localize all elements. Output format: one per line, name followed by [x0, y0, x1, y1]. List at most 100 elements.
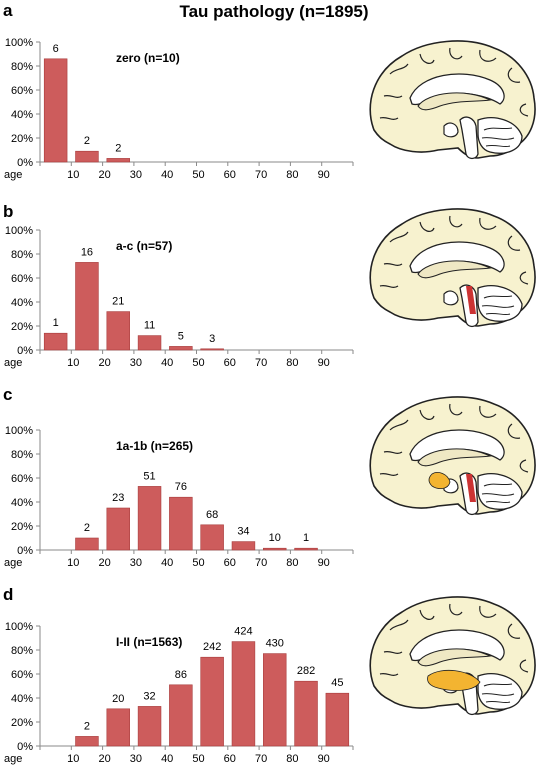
x-tick-label: 40 — [161, 557, 173, 569]
bar-count-label: 76 — [175, 481, 187, 493]
y-tick-label: 0% — [17, 157, 33, 169]
bar-count-label: 2 — [84, 135, 90, 147]
x-tick-label: 70 — [255, 169, 267, 181]
bar — [43, 58, 68, 163]
bar-count-label: 1 — [303, 532, 309, 544]
bar-count-label: 45 — [331, 677, 343, 689]
y-tick-label: 80% — [11, 449, 33, 461]
x-tick-label: 60 — [224, 357, 236, 369]
x-tick-label: 40 — [161, 753, 173, 765]
y-tick-label: 80% — [11, 249, 33, 261]
y-tick-label: 100% — [5, 225, 33, 237]
bar-chart-a: 0% 20% 40% 60% 80% 100% age 10 20 30 40 50 60 70 80 90 z… — [4, 37, 354, 181]
bar-count-label: 2 — [84, 522, 90, 534]
x-tick-label: 20 — [98, 169, 110, 181]
bar-count-label: 51 — [143, 470, 155, 482]
bar — [169, 684, 193, 747]
bar — [75, 150, 99, 163]
bar-count-label: 23 — [112, 492, 124, 504]
y-tick-label: 60% — [11, 273, 33, 285]
brain-illustration-a — [369, 40, 536, 160]
x-tick-label: 10 — [67, 557, 79, 569]
y-tick-label: 100% — [5, 37, 33, 49]
brain-illustration-d — [369, 596, 536, 716]
transentorhinal-highlight — [427, 669, 481, 691]
x-tick-label: 60 — [224, 557, 236, 569]
panel-letter-a: a — [3, 1, 13, 20]
bar — [294, 547, 318, 551]
y-tick-label: 80% — [11, 645, 33, 657]
bar-count-label: 21 — [112, 296, 124, 308]
y-tick-label: 60% — [11, 473, 33, 485]
bar — [75, 736, 99, 747]
y-tick-label: 60% — [11, 85, 33, 97]
x-tick-label: 10 — [67, 357, 79, 369]
bar-count-label: 10 — [269, 532, 281, 544]
bar-count-label: 20 — [112, 693, 124, 705]
x-tick-label: 50 — [192, 557, 204, 569]
y-tick-label: 0% — [17, 741, 33, 753]
x-tick-label: 30 — [130, 753, 142, 765]
x-axis-title: age — [4, 753, 22, 765]
x-tick-label: 80 — [286, 753, 298, 765]
bar-count-label: 6 — [53, 43, 59, 55]
x-axis-title: age — [4, 169, 22, 181]
x-tick-label: 70 — [255, 357, 267, 369]
brain-illustration-b — [369, 208, 536, 328]
panel-letter-d: d — [3, 585, 14, 604]
bar — [43, 332, 68, 351]
panel-letter-b: b — [3, 202, 14, 221]
bar — [263, 547, 287, 551]
x-tick-label: 90 — [318, 753, 330, 765]
x-tick-label: 40 — [161, 357, 173, 369]
figure-title: Tau pathology (n=1895) — [179, 2, 369, 21]
bar — [231, 541, 256, 551]
x-tick-label: 60 — [224, 169, 236, 181]
panel-stage-label: zero (n=10) — [116, 51, 180, 65]
y-tick-label: 40% — [11, 109, 33, 121]
x-axis-title: age — [4, 557, 22, 569]
y-tick-label: 0% — [17, 345, 33, 357]
bar — [106, 708, 130, 747]
x-tick-label: 20 — [98, 357, 110, 369]
panel-stage-label: a-c (n=57) — [116, 239, 172, 253]
bar-count-label: 282 — [297, 665, 315, 677]
x-tick-label: 80 — [286, 357, 298, 369]
bar — [169, 346, 193, 351]
bar — [200, 656, 224, 747]
bar — [75, 537, 99, 551]
bar — [106, 507, 130, 551]
panel-letter-c: c — [3, 385, 13, 404]
x-tick-label: 90 — [318, 357, 330, 369]
x-tick-label: 30 — [130, 169, 142, 181]
y-tick-label: 20% — [11, 321, 33, 333]
panel-stage-label: 1a-1b (n=265) — [116, 439, 193, 453]
bar-count-label: 430 — [266, 638, 284, 650]
entorhinal-highlight — [428, 472, 451, 490]
bar-count-label: 2 — [115, 142, 121, 154]
x-tick-label: 60 — [224, 753, 236, 765]
y-tick-label: 80% — [11, 61, 33, 73]
panel-stage-label: I-II (n=1563) — [116, 635, 182, 649]
y-tick-label: 20% — [11, 521, 33, 533]
x-tick-label: 30 — [130, 557, 142, 569]
bar — [200, 524, 224, 551]
bar — [137, 486, 162, 551]
y-tick-label: 100% — [5, 425, 33, 437]
bar-chart-c: 0% 20% 40% 60% 80% 100% age 10 20 30 40 50 60 70 80 90 1… — [4, 425, 354, 569]
y-tick-label: 0% — [17, 545, 33, 557]
y-tick-label: 100% — [5, 621, 33, 633]
x-tick-label: 80 — [286, 557, 298, 569]
y-tick-label: 60% — [11, 669, 33, 681]
bar — [263, 653, 287, 747]
y-tick-label: 20% — [11, 717, 33, 729]
brain-illustration-c — [369, 396, 536, 516]
bar — [137, 706, 162, 747]
bar — [294, 680, 318, 747]
bar — [325, 692, 350, 747]
bar-count-label: 16 — [81, 246, 93, 258]
x-tick-label: 70 — [255, 753, 267, 765]
x-tick-label: 50 — [192, 753, 204, 765]
bar — [200, 348, 224, 351]
x-tick-label: 70 — [255, 557, 267, 569]
